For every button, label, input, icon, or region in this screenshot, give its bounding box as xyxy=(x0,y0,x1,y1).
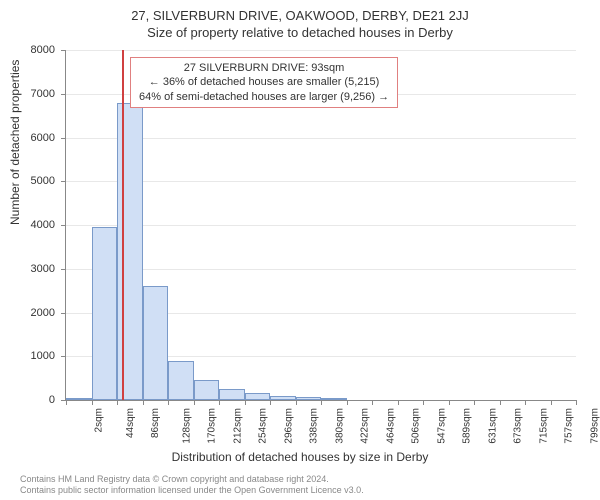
xtick-mark xyxy=(551,400,552,405)
ytick-label: 3000 xyxy=(0,263,55,275)
ytick-mark xyxy=(61,269,66,270)
ytick-mark xyxy=(61,181,66,182)
histogram-bar xyxy=(270,396,296,400)
xtick-label: 128sqm xyxy=(181,408,192,444)
histogram-bar xyxy=(143,286,169,400)
gridline xyxy=(66,50,576,51)
xtick-mark xyxy=(576,400,577,405)
footer-line-2: Contains public sector information licen… xyxy=(20,485,364,496)
histogram-bar xyxy=(296,397,322,401)
histogram-bar xyxy=(168,361,194,400)
ytick-label: 7000 xyxy=(0,88,55,100)
ytick-mark xyxy=(61,313,66,314)
xtick-label: 254sqm xyxy=(258,408,269,444)
histogram-bar xyxy=(194,380,220,400)
ytick-mark xyxy=(61,225,66,226)
gridline xyxy=(66,138,576,139)
xtick-label: 2sqm xyxy=(93,408,104,432)
chart-container: 27, SILVERBURN DRIVE, OAKWOOD, DERBY, DE… xyxy=(0,0,600,500)
ytick-mark xyxy=(61,356,66,357)
xtick-mark xyxy=(525,400,526,405)
xtick-mark xyxy=(321,400,322,405)
xtick-mark xyxy=(194,400,195,405)
ytick-label: 4000 xyxy=(0,219,55,231)
histogram-bar xyxy=(245,393,271,400)
xtick-label: 338sqm xyxy=(309,408,320,444)
info-line-2: ← 36% of detached houses are smaller (5,… xyxy=(139,75,389,89)
xtick-mark xyxy=(449,400,450,405)
gridline xyxy=(66,269,576,270)
xtick-mark xyxy=(398,400,399,405)
ytick-label: 5000 xyxy=(0,175,55,187)
xtick-mark xyxy=(168,400,169,405)
xtick-mark xyxy=(66,400,67,405)
xtick-mark xyxy=(347,400,348,405)
info-box: 27 SILVERBURN DRIVE: 93sqm ← 36% of deta… xyxy=(130,57,398,108)
xtick-label: 673sqm xyxy=(513,408,524,444)
xtick-mark xyxy=(474,400,475,405)
xtick-mark xyxy=(500,400,501,405)
xtick-label: 464sqm xyxy=(385,408,396,444)
xtick-label: 631sqm xyxy=(487,408,498,444)
xtick-mark xyxy=(372,400,373,405)
histogram-bar xyxy=(117,103,143,401)
xtick-mark xyxy=(117,400,118,405)
xtick-label: 422sqm xyxy=(360,408,371,444)
xtick-label: 547sqm xyxy=(436,408,447,444)
xtick-mark xyxy=(296,400,297,405)
xtick-label: 589sqm xyxy=(462,408,473,444)
xtick-label: 506sqm xyxy=(411,408,422,444)
property-marker-line xyxy=(122,50,124,400)
xtick-mark xyxy=(219,400,220,405)
title-main: 27, SILVERBURN DRIVE, OAKWOOD, DERBY, DE… xyxy=(0,0,600,23)
title-sub: Size of property relative to detached ho… xyxy=(0,23,600,40)
ytick-label: 1000 xyxy=(0,350,55,362)
xtick-mark xyxy=(143,400,144,405)
gridline xyxy=(66,181,576,182)
xtick-label: 715sqm xyxy=(538,408,549,444)
info-line-3: 64% of semi-detached houses are larger (… xyxy=(139,90,389,104)
ytick-mark xyxy=(61,50,66,51)
xtick-label: 86sqm xyxy=(150,408,161,438)
histogram-bar xyxy=(321,398,347,400)
xtick-mark xyxy=(423,400,424,405)
xtick-label: 296sqm xyxy=(283,408,294,444)
histogram-bar xyxy=(92,227,118,400)
gridline xyxy=(66,225,576,226)
x-axis-label: Distribution of detached houses by size … xyxy=(0,450,600,464)
footer-line-1: Contains HM Land Registry data © Crown c… xyxy=(20,474,364,485)
ytick-label: 6000 xyxy=(0,132,55,144)
xtick-label: 44sqm xyxy=(125,408,136,438)
xtick-label: 170sqm xyxy=(207,408,218,444)
ytick-mark xyxy=(61,138,66,139)
ytick-mark xyxy=(61,94,66,95)
ytick-label: 8000 xyxy=(0,44,55,56)
xtick-mark xyxy=(270,400,271,405)
xtick-mark xyxy=(245,400,246,405)
xtick-label: 757sqm xyxy=(564,408,575,444)
footer: Contains HM Land Registry data © Crown c… xyxy=(20,474,364,496)
ytick-label: 0 xyxy=(0,394,55,406)
xtick-label: 380sqm xyxy=(334,408,345,444)
xtick-label: 799sqm xyxy=(589,408,600,444)
histogram-bar xyxy=(66,398,92,400)
ytick-label: 2000 xyxy=(0,307,55,319)
histogram-bar xyxy=(219,389,245,400)
info-line-1: 27 SILVERBURN DRIVE: 93sqm xyxy=(139,61,389,75)
xtick-mark xyxy=(92,400,93,405)
xtick-label: 212sqm xyxy=(232,408,243,444)
